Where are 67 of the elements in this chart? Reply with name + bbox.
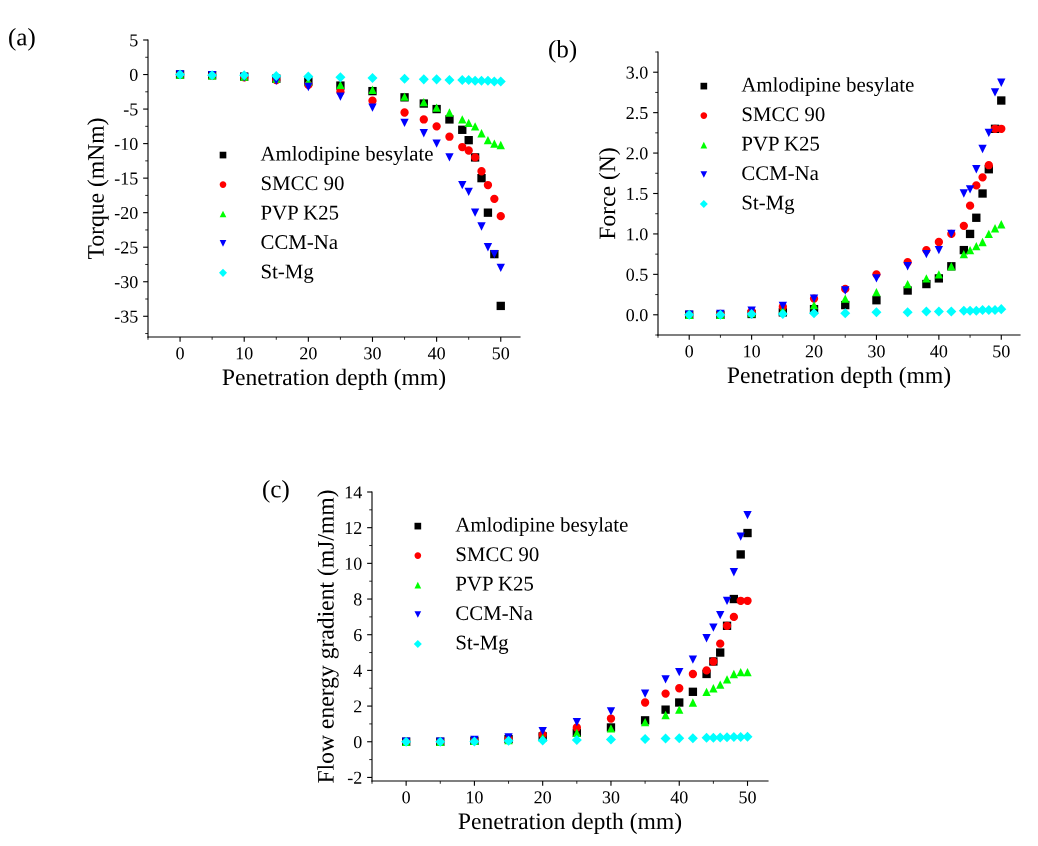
x-tick-label: 30 [364, 347, 381, 360]
x-tick-label: 40 [670, 791, 688, 804]
y-axis-title: Torque (mNm) [87, 118, 109, 260]
y-tick-label: 4 [353, 664, 362, 677]
x-tick-label: 50 [492, 347, 510, 360]
y-axis-title: Force (N) [598, 148, 621, 240]
legend-label: PVP K25 [455, 576, 534, 591]
x-tick-label: 50 [993, 345, 1010, 358]
legend-label: St-Mg [456, 635, 509, 654]
y-tick-label: 1.5 [627, 187, 648, 201]
legend-label: CCM-Na [456, 606, 533, 621]
x-tick-label: 20 [534, 791, 552, 804]
x-axis-title: Penetration depth (mm) [222, 368, 446, 391]
y-tick-label: 10 [345, 557, 362, 570]
y-tick-label: -35 [114, 310, 138, 323]
legend-label: Amlodipine besylate [741, 77, 914, 97]
y-tick-label: 2.0 [626, 147, 648, 160]
x-tick-label: 20 [300, 347, 317, 360]
y-tick-label: 0.0 [626, 309, 648, 322]
y-tick-label: -20 [114, 206, 138, 220]
x-tick-label: 40 [930, 345, 948, 358]
text: (b) [549, 40, 577, 63]
x-tick-label: 10 [236, 347, 253, 360]
legend-label: SMCC 90 [742, 107, 825, 122]
y-tick-label: 8 [353, 593, 362, 606]
y-tick-label: -25 [114, 241, 138, 254]
legend-label: Amlodipine besylate [455, 517, 628, 537]
y-tick-label: -2 [347, 771, 362, 784]
legend-label: St-Mg [742, 195, 795, 214]
legend-label: SMCC 90 [261, 176, 344, 191]
y-axis-title: Flow energy gradient (mJ/mm) [317, 490, 339, 783]
x-tick-label: 10 [744, 345, 760, 358]
x-axis-title: Penetration depth (mm) [458, 812, 682, 835]
y-tick-label: 6 [354, 629, 362, 642]
legend-label: CCM-Na [742, 166, 819, 181]
legend-label: SMCC 90 [456, 547, 539, 562]
x-tick-label: 0 [176, 347, 184, 360]
y-tick-label: 2.5 [626, 106, 648, 120]
y-tick-label: -30 [114, 276, 138, 289]
y-tick-label: -10 [114, 137, 138, 151]
legend-label: CCM-Na [261, 235, 338, 250]
x-tick-label: 0 [402, 791, 410, 804]
y-tick-label: -5 [123, 103, 138, 116]
y-tick-label: 0 [353, 736, 362, 749]
legend-label: PVP K25 [741, 136, 820, 151]
x-tick-label: 50 [739, 791, 756, 804]
y-tick-label: -15 [114, 172, 138, 185]
legend-label: PVP K25 [261, 205, 339, 220]
y-tick-label: 2 [354, 700, 362, 713]
x-tick-label: 20 [805, 345, 823, 358]
legend-label: Amlodipine besylate [260, 146, 433, 166]
text: (c) [263, 480, 289, 503]
x-tick-label: 30 [868, 345, 885, 358]
x-tick-label: 30 [602, 791, 620, 804]
y-tick-label: 0 [129, 68, 138, 81]
y-tick-label: 3.0 [626, 66, 648, 79]
y-tick-label: 14 [345, 486, 362, 499]
text: (a) [9, 28, 35, 51]
x-tick-label: 40 [427, 347, 445, 360]
y-tick-label: 5 [130, 34, 138, 47]
x-tick-label: 10 [466, 791, 483, 804]
x-tick-label: 0 [685, 345, 694, 358]
x-axis-title: Penetration depth (mm) [727, 366, 951, 389]
legend-label: St-Mg [261, 264, 314, 283]
y-tick-label: 1.0 [627, 228, 648, 241]
y-tick-label: 0.5 [626, 268, 648, 281]
y-tick-label: 12 [345, 521, 362, 534]
